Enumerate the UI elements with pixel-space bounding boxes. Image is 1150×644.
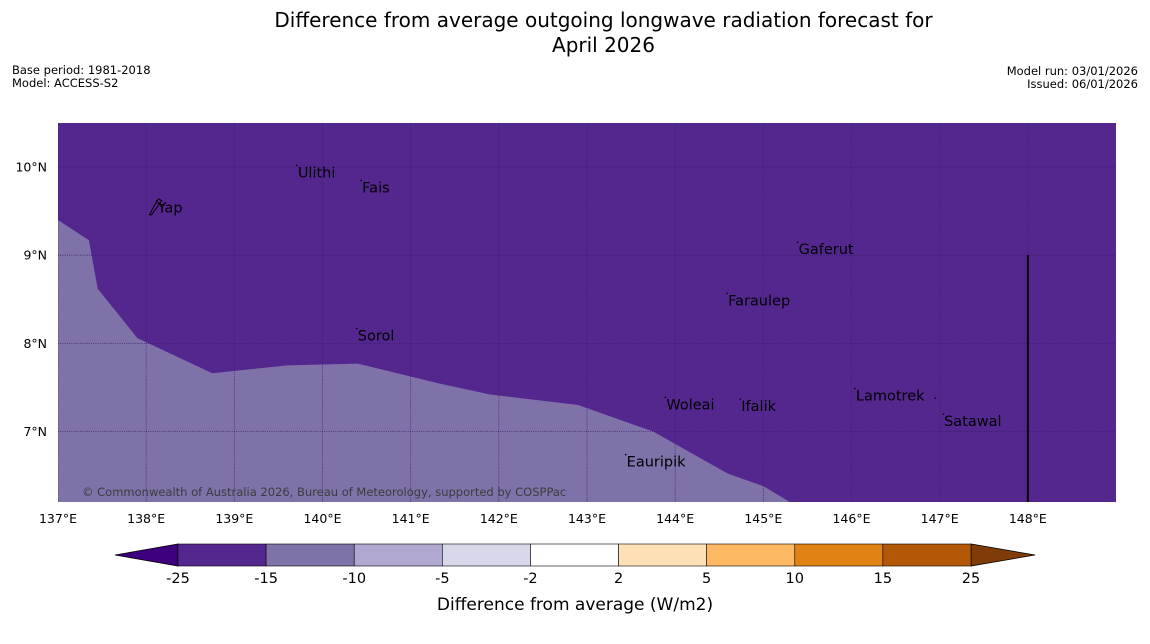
place-label: Lamotrek — [856, 388, 925, 404]
place-label: Yap — [157, 201, 183, 217]
place-label: Faraulep — [728, 293, 790, 309]
islet-marker — [934, 397, 937, 399]
title-line-2: April 2026 — [552, 33, 655, 57]
island-marker — [296, 164, 298, 167]
colorbar-segment — [882, 543, 972, 567]
place-label: Sorol — [358, 329, 395, 345]
colorbar-tick-label: 10 — [786, 571, 804, 587]
colorbar-segment — [442, 543, 531, 567]
colorbar-segment — [177, 543, 267, 567]
colorbar-low-extension — [114, 543, 179, 567]
island-marker — [796, 241, 799, 243]
lat-tick-label: 9°N — [23, 248, 47, 263]
colorbar-tick-label: -25 — [166, 571, 190, 587]
lat-tick-label: 8°N — [23, 336, 47, 351]
lon-tick-label: 148°E — [1009, 511, 1047, 526]
colorbar-high-extension — [970, 543, 1036, 567]
colorbar-segment — [706, 543, 796, 567]
island-marker — [624, 453, 627, 456]
colorbar-tick-label: 25 — [962, 571, 980, 587]
lon-tick-label: 139°E — [215, 511, 253, 526]
place-label: Fais — [362, 180, 389, 196]
colorbar-tick-label: -10 — [342, 571, 366, 587]
place-label: Gaferut — [799, 242, 854, 258]
colorbar-segment — [530, 543, 619, 567]
copyright-text: © Commonwealth of Australia 2026, Bureau… — [82, 485, 566, 499]
lon-tick-label: 138°E — [127, 511, 165, 526]
island-marker — [360, 179, 362, 182]
island-marker — [355, 327, 358, 330]
colorbar-tick-label: 2 — [614, 571, 623, 587]
colorbar-segment — [794, 543, 884, 567]
meta-right: Model run: 03/01/2026 Issued: 06/01/2026 — [1007, 65, 1138, 91]
lon-tick-label: 141°E — [392, 511, 430, 526]
base-period: Base period: 1981-2018 — [12, 63, 151, 77]
place-label: Ifalik — [741, 399, 776, 415]
colorbar-tick-label: -5 — [435, 571, 449, 587]
issued-date: Issued: 06/01/2026 — [1027, 77, 1138, 91]
colorbar-tick-label: -15 — [254, 571, 278, 587]
colorbar-tick-label: 5 — [702, 571, 711, 587]
colorbar-tick-label: 15 — [874, 571, 892, 587]
colorbar-segment — [265, 543, 355, 567]
place-label: Satawal — [944, 414, 1001, 430]
lat-tick-label: 10°N — [15, 160, 47, 175]
lat-tick-label: 7°N — [23, 424, 47, 439]
island-marker — [854, 387, 856, 390]
island-marker — [739, 398, 742, 400]
title-line-1: Difference from average outgoing longwav… — [274, 8, 933, 32]
meta-left: Base period: 1981-2018 Model: ACCESS-S2 — [12, 64, 151, 90]
lon-tick-label: 142°E — [480, 511, 518, 526]
lon-tick-label: 144°E — [656, 511, 694, 526]
lon-tick-label: 137°E — [39, 511, 77, 526]
model-run: Model run: 03/01/2026 — [1006, 64, 1138, 78]
colorbar-label: Difference from average (W/m2) — [437, 595, 713, 615]
model-name: Model: ACCESS-S2 — [12, 76, 119, 90]
lon-tick-label: 140°E — [303, 511, 341, 526]
island-marker — [942, 413, 944, 415]
island-marker — [664, 396, 667, 399]
chart-title: Difference from average outgoing longwav… — [0, 8, 1150, 58]
place-label: Eauripik — [627, 455, 686, 471]
place-label: Ulithi — [298, 165, 336, 181]
place-label: Woleai — [666, 397, 714, 413]
map-plot-area: Ulithi Fais Yap Gaferut Faraulep Sorol Lamotre… — [58, 123, 1116, 502]
yap-island-outline — [148, 198, 164, 216]
lon-tick-label: 147°E — [921, 511, 959, 526]
colorbar-segment — [618, 543, 707, 567]
lon-tick-label: 143°E — [568, 511, 606, 526]
lon-tick-label: 145°E — [744, 511, 782, 526]
colorbar-segment — [353, 543, 443, 567]
lon-tick-label: 146°E — [832, 511, 870, 526]
colorbar-tick-label: -2 — [523, 571, 537, 587]
island-marker — [155, 199, 158, 202]
island-marker — [726, 292, 728, 295]
